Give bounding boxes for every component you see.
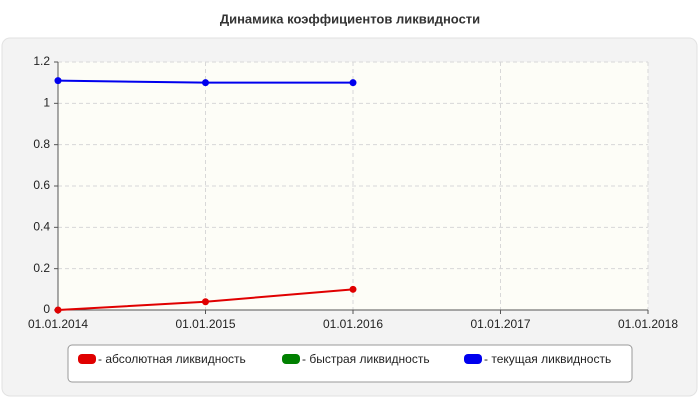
legend-swatch <box>464 354 482 364</box>
x-tick-label: 01.01.2015 <box>175 317 235 331</box>
y-tick-label: 1.2 <box>33 54 50 68</box>
y-tick-label: 0.4 <box>33 220 50 234</box>
legend-label: - текущая ликвидность <box>484 352 611 366</box>
point <box>349 285 357 293</box>
point <box>349 79 357 87</box>
point <box>202 298 209 306</box>
legend-swatch <box>282 354 300 364</box>
legend-label: - быстрая ликвидность <box>302 352 430 366</box>
x-tick-label: 01.01.2018 <box>618 317 678 331</box>
x-tick-label: 01.01.2014 <box>28 317 88 331</box>
x-tick-label: 01.01.2016 <box>323 317 383 331</box>
legend-label: - абсолютная ликвидность <box>98 352 246 366</box>
y-tick-label: 1 <box>43 96 50 110</box>
x-tick-label: 01.01.2017 <box>470 317 530 331</box>
chart-title: Динамика коэффициентов ликвидности <box>220 11 480 26</box>
legend <box>67 344 633 383</box>
y-tick-label: 0.2 <box>33 261 50 275</box>
point <box>202 79 209 87</box>
point <box>54 306 62 314</box>
y-tick-label: 0.6 <box>33 178 50 192</box>
point <box>54 77 62 85</box>
legend-swatch <box>78 354 96 364</box>
y-tick-label: 0.8 <box>33 137 50 151</box>
y-tick-label: 0 <box>43 302 50 316</box>
